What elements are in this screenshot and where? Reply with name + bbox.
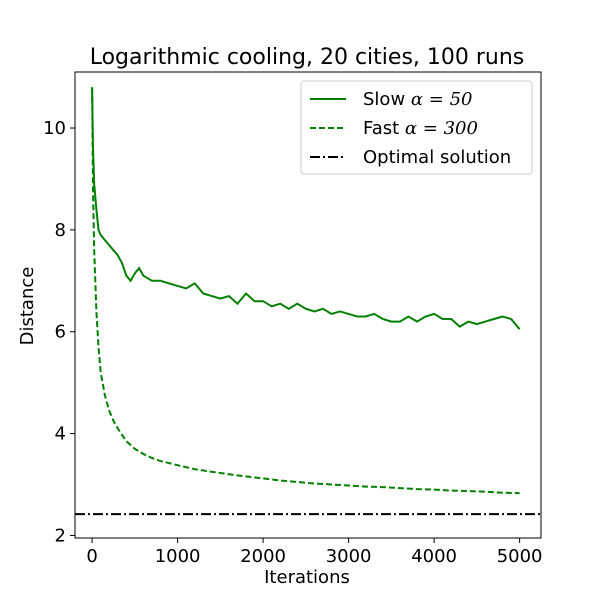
y-tick-label: 4 [55, 424, 66, 445]
legend-label-1: Fast α = 300 [363, 118, 478, 139]
y-tick-label: 6 [55, 322, 66, 343]
legend: Slow α = 50 Fast α = 300 Optimal solution [300, 80, 533, 175]
legend-frame [300, 80, 533, 175]
y-tick-label: 10 [43, 118, 66, 139]
y-axis-ticks: 2 4 6 8 10 [43, 118, 75, 546]
x-tick-label: 1000 [155, 546, 201, 567]
x-tick-label: 4000 [411, 546, 457, 567]
x-tick-label: 0 [86, 546, 97, 567]
x-tick-label: 5000 [497, 546, 543, 567]
x-axis-label: Iterations [264, 567, 350, 588]
x-tick-label: 3000 [326, 546, 372, 567]
chart-title: Logarithmic cooling, 20 cities, 100 runs [90, 45, 525, 70]
series-line-1 [91, 87, 520, 495]
legend-label-0: Slow α = 50 [363, 89, 472, 110]
plot-area [75, 87, 541, 516]
axes-frame [74, 71, 542, 539]
y-axis-label: Distance [17, 267, 38, 346]
x-axis-ticks: 0 1000 2000 3000 4000 5000 [86, 538, 543, 567]
series-line-0 [91, 87, 521, 330]
y-tick-label: 8 [55, 220, 66, 241]
x-tick-label: 2000 [240, 546, 286, 567]
legend-label-2: Optimal solution [363, 147, 511, 168]
y-tick-label: 2 [55, 525, 66, 546]
